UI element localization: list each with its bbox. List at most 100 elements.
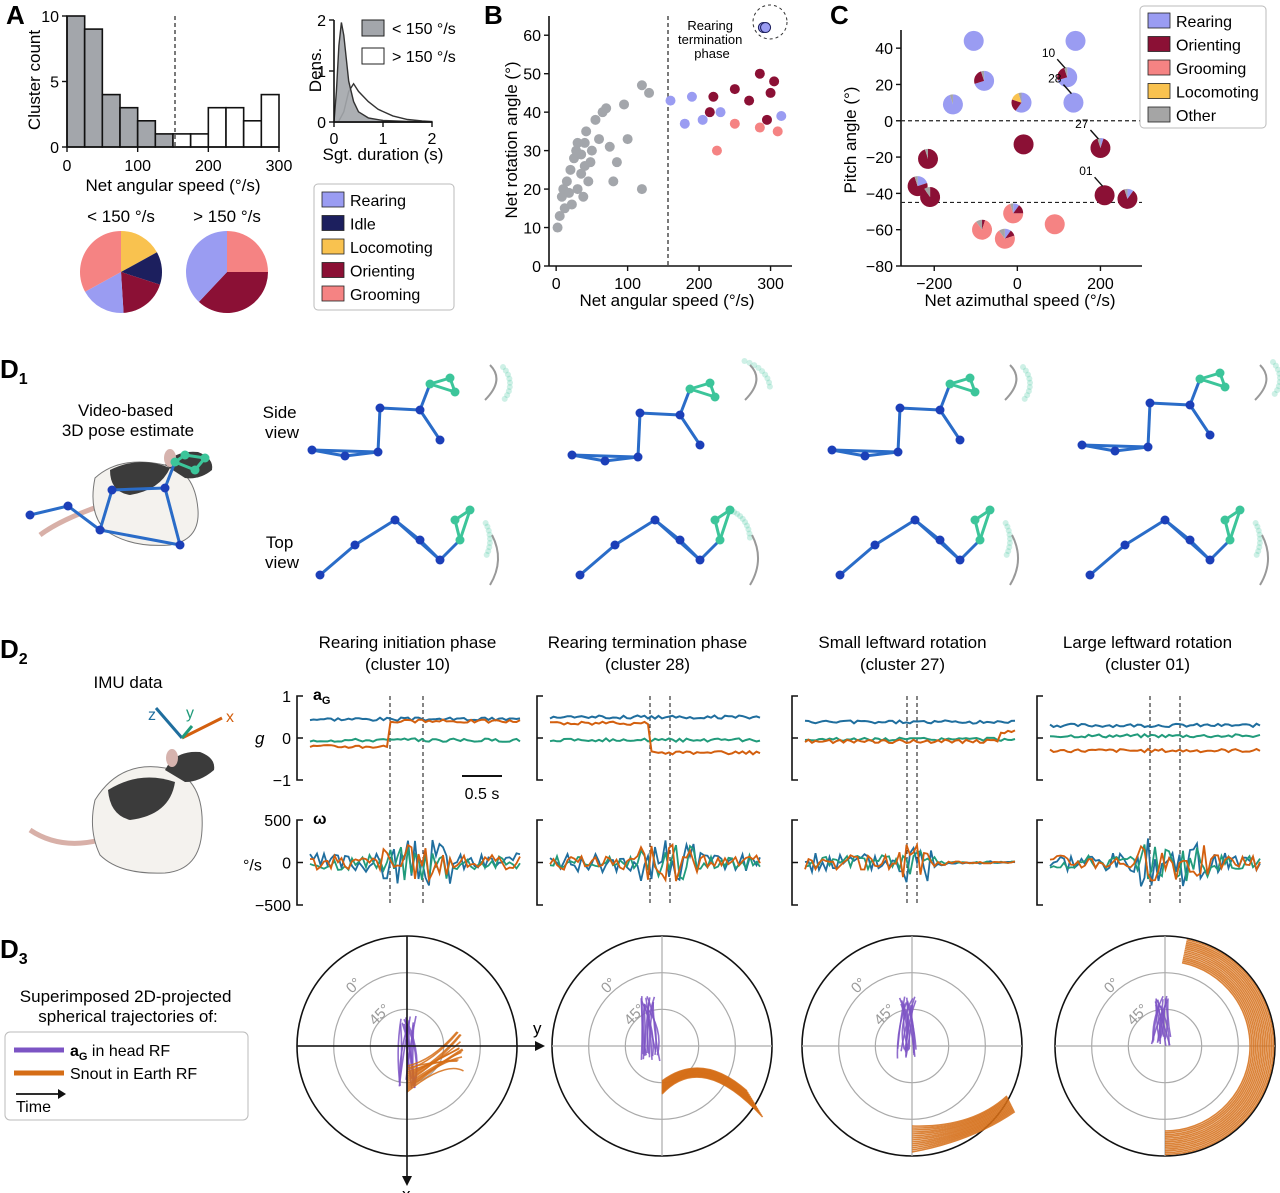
d2-acc-trace — [309, 718, 521, 750]
legend-label: Other — [1176, 108, 1217, 125]
scatter-c-pie — [981, 70, 985, 81]
ghost-head-side — [502, 367, 509, 374]
d2-gyro-trace — [549, 842, 761, 883]
scatter-b-point — [554, 211, 565, 221]
scatter-b-point — [754, 122, 765, 133]
side-skeleton-joint — [373, 447, 383, 457]
rat-skeleton-joint — [107, 485, 117, 495]
d2-acc-trace — [1049, 722, 1261, 729]
scatter-c-pie — [914, 176, 918, 187]
legend-label: Idle — [350, 217, 376, 234]
polar-snout-trace — [911, 1103, 1012, 1141]
top-skeleton-joint — [715, 535, 725, 545]
scatter-c-pie — [1097, 138, 1101, 148]
d2-acc-trace — [1049, 733, 1261, 739]
rotation-arrow-top — [1259, 534, 1269, 586]
scatter-b-xtick-label: 200 — [686, 276, 713, 293]
histogram-bar — [154, 133, 174, 148]
ghost-head-side — [1276, 378, 1280, 385]
rearing-termination-circle — [752, 4, 788, 40]
scatter-c-pie — [942, 94, 963, 115]
polar-head-trace — [640, 996, 644, 1060]
polar-snout-trace — [1164, 940, 1273, 1154]
d1-pose-panel: Video-based 3D pose estimate Side view T… — [25, 358, 1280, 586]
scatter-c-pie — [917, 176, 928, 187]
scatter-c-pie — [999, 228, 1005, 239]
scatter-b-point — [679, 118, 690, 129]
rotation-arrow-side — [1004, 364, 1018, 401]
imu-y-label: y — [186, 705, 194, 722]
scatter-b-xtick-label: 300 — [757, 276, 784, 293]
polar-snout-trace — [406, 1034, 462, 1083]
polar-snout-trace — [1164, 938, 1275, 1156]
ghost-head-side — [1020, 364, 1027, 371]
scatter-c-cluster-label: 27 — [1075, 117, 1089, 131]
side-skeleton-joint — [600, 456, 610, 466]
scatter-c-xtick-label: −200 — [916, 276, 952, 293]
rat-imu-illustration: z y x — [28, 705, 234, 874]
polar-snout-trace — [911, 1110, 1016, 1153]
panel-label-b: B — [484, 0, 503, 30]
ghost-head-side — [500, 364, 507, 371]
scatter-c-pie — [1117, 189, 1138, 209]
top-skeleton-joint — [955, 555, 965, 565]
polar-y-label: y — [533, 1019, 542, 1038]
ghost-head-top — [1256, 544, 1263, 551]
polar-snout-trace — [1164, 956, 1257, 1138]
ghost-head-side — [1276, 370, 1280, 377]
scatter-c-pie — [924, 148, 929, 159]
side-skeleton-bone — [639, 411, 681, 417]
scatter-c-ytick-label: −80 — [866, 259, 893, 276]
ghost-head-top — [1256, 535, 1263, 542]
top-skeleton-bone — [1208, 538, 1232, 562]
side-skeleton-joint — [945, 379, 955, 389]
scatter-b-point — [744, 95, 755, 106]
scatter-c-pie — [1011, 93, 1022, 103]
side-skeleton-bone — [1081, 443, 1149, 449]
side-skeleton-joint — [860, 451, 870, 461]
side-skeleton-joint — [1215, 368, 1225, 378]
d2-gyro-axis — [296, 819, 303, 906]
polar-head-trace — [1155, 999, 1170, 1046]
scatter-c-ytick-label: 0 — [884, 114, 893, 131]
polar-snout-trace — [911, 1102, 1012, 1139]
scatter-c-pie — [976, 219, 983, 230]
side-skeleton-bone — [418, 383, 432, 411]
hist-xtick-label: 100 — [124, 158, 151, 175]
legend-label: Locomoting — [350, 240, 433, 257]
scatter-c-pie — [1015, 92, 1032, 113]
ghost-head-top — [1003, 551, 1010, 558]
top-skeleton-joint — [575, 570, 585, 580]
top-skeleton-bone — [1089, 543, 1126, 577]
scatter-c-pie — [1057, 67, 1078, 88]
top-skeleton-joint — [1085, 570, 1095, 580]
side-skeleton-bone — [311, 448, 379, 454]
scatter-b-point — [776, 111, 787, 121]
ghost-head-top — [746, 530, 753, 537]
d2-gyro-unit: °/s — [243, 858, 262, 875]
side-skeleton-bone — [379, 406, 421, 412]
rat-pose-illustration — [25, 449, 213, 550]
polar-snout-trace — [1164, 960, 1253, 1134]
legend-swatch — [1147, 59, 1171, 76]
polar-snout-trace — [1164, 946, 1268, 1148]
polar-head-trace — [642, 1004, 646, 1060]
d2-scalebar-label: 0.5 s — [465, 786, 500, 803]
side-skeleton-bone — [899, 406, 941, 412]
rotation-arrow-side — [1254, 364, 1268, 401]
rat-skeleton-joint — [190, 465, 200, 475]
histogram-bar — [101, 93, 121, 148]
hist-ylabel: Cluster count — [25, 30, 44, 130]
scatter-b-point — [611, 157, 622, 168]
top-skeleton-bone — [319, 543, 356, 577]
ghost-head-side — [504, 392, 511, 399]
histogram-bar — [242, 120, 263, 148]
scatter-b-point — [604, 141, 615, 152]
d2-acc-ytick-label: 1 — [282, 689, 291, 706]
rat-skeleton-joint — [25, 510, 35, 520]
rat-skeleton-bone — [67, 504, 101, 532]
side-skeleton-bone — [1188, 378, 1202, 406]
polar-snout-trace — [661, 1076, 764, 1118]
ghost-head-top — [1002, 520, 1009, 527]
